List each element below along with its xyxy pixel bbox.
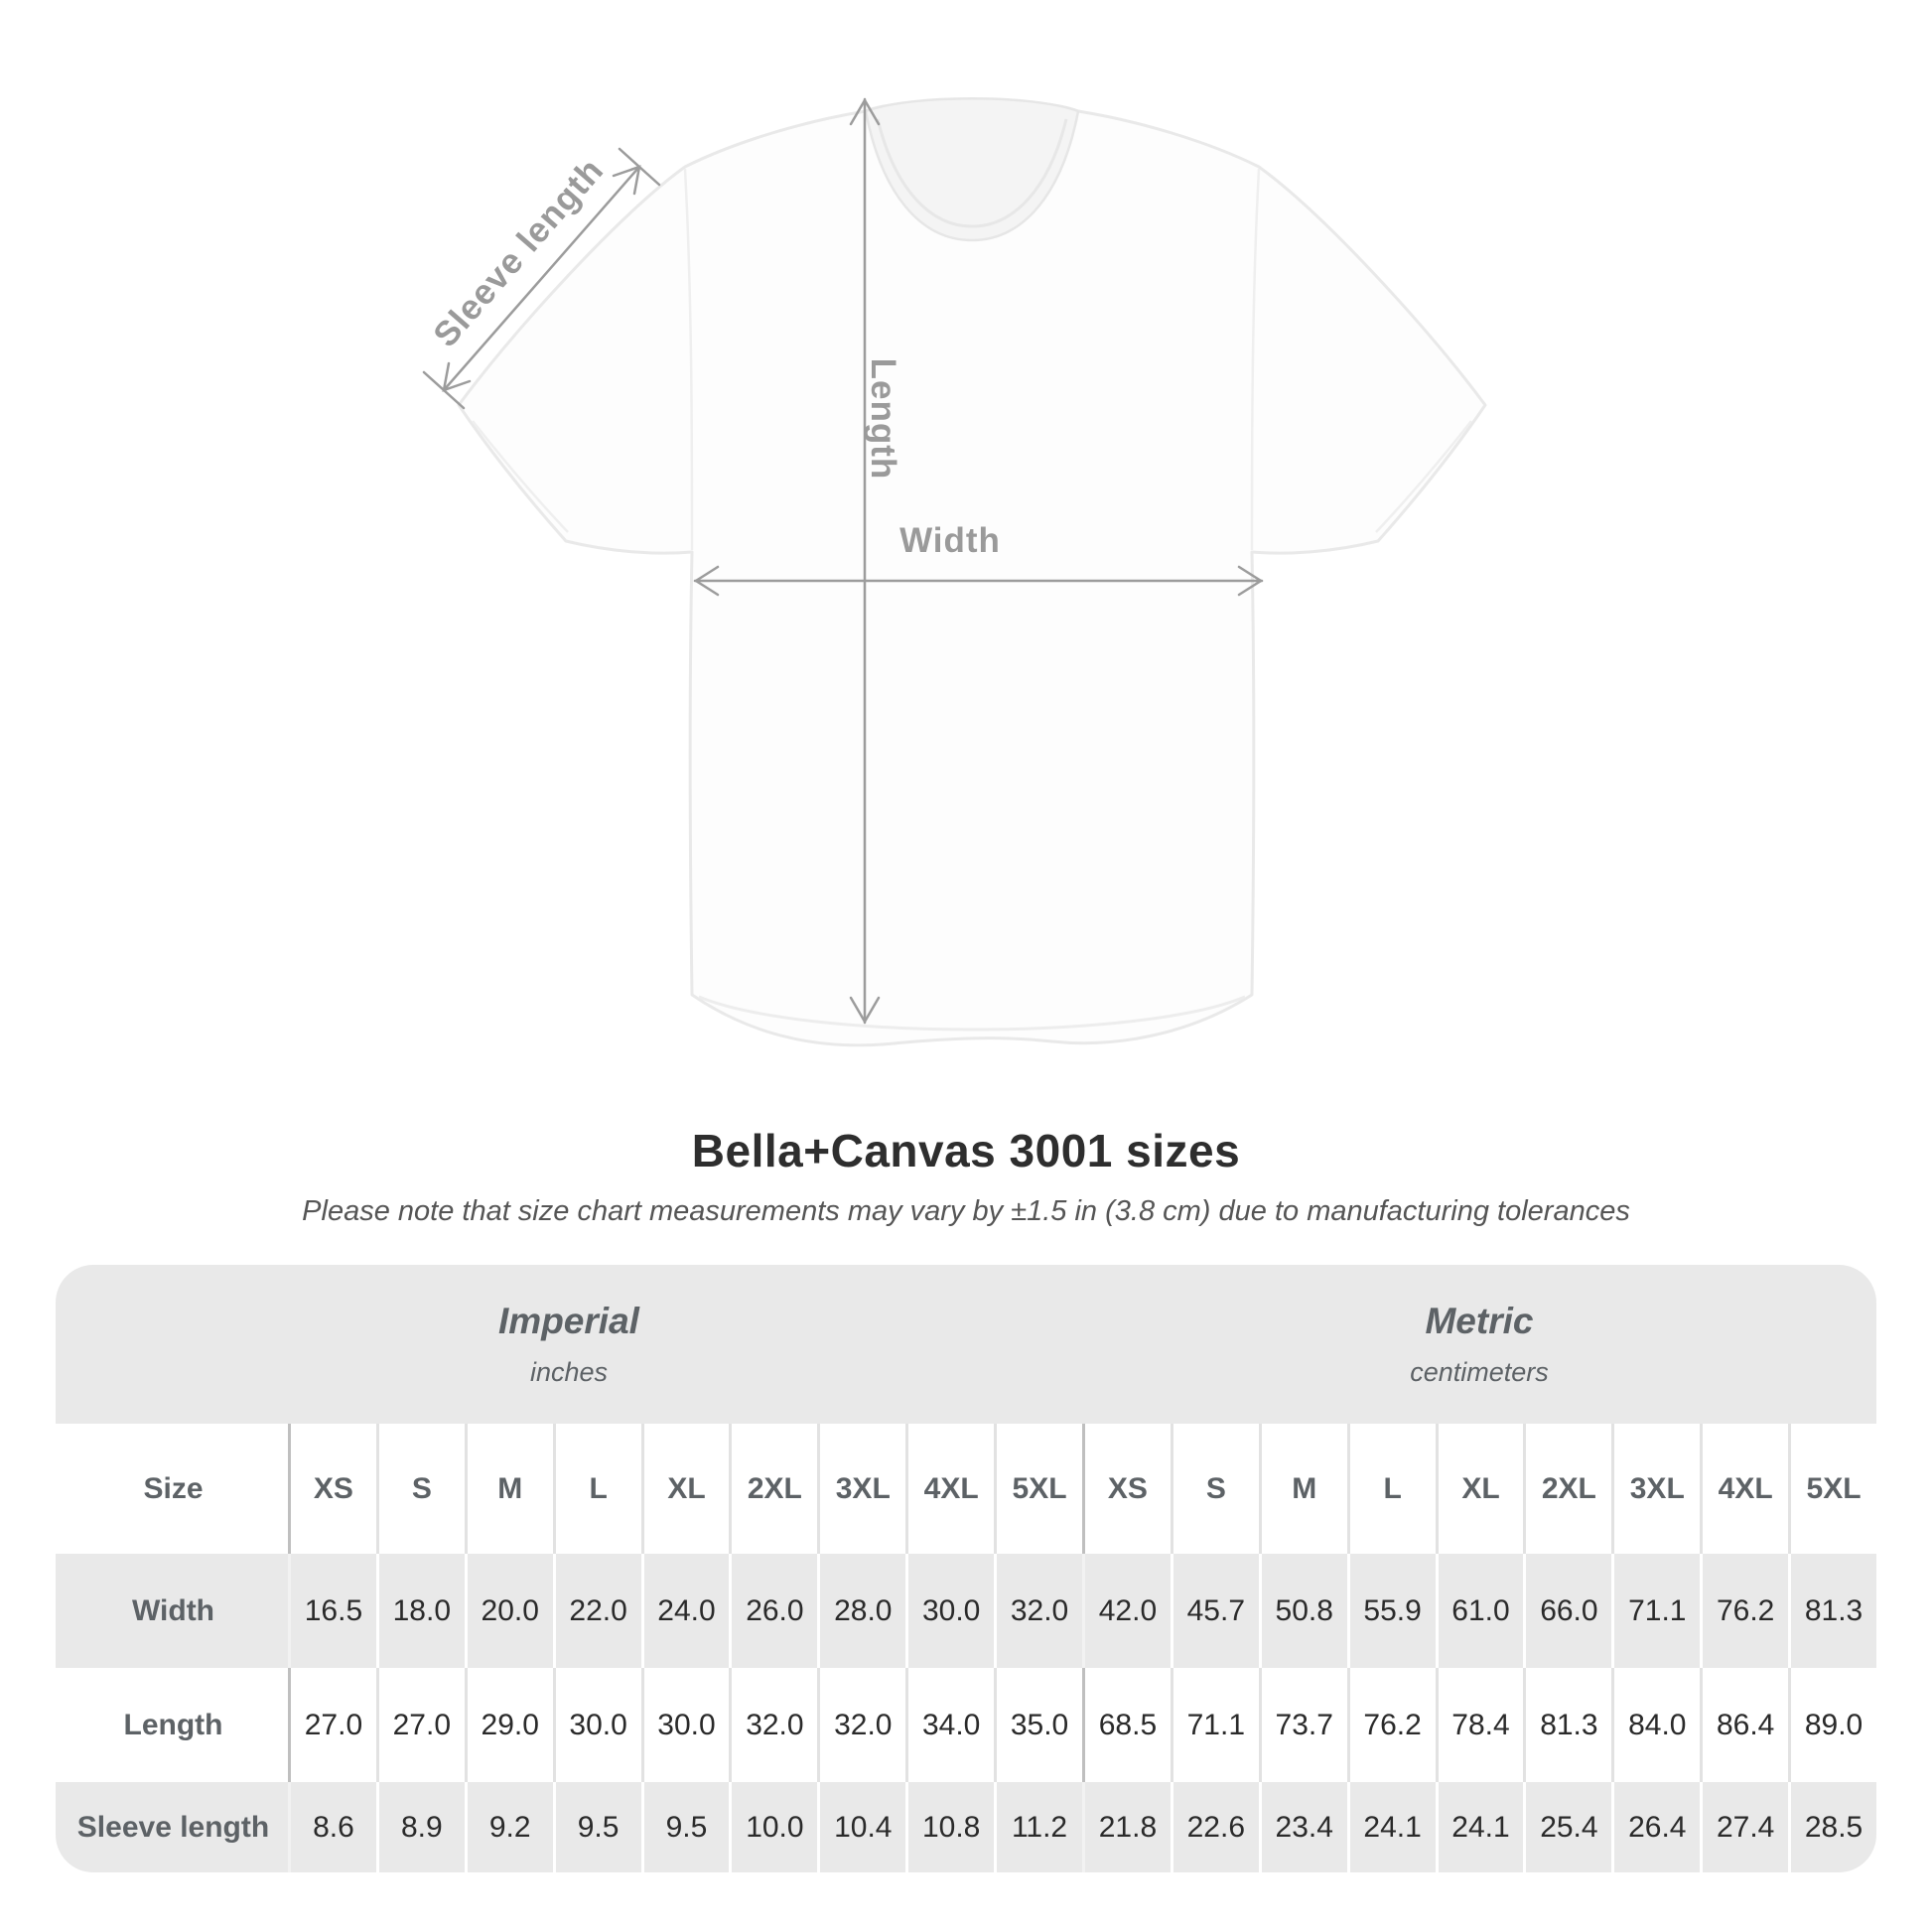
value-cell: 27.0 [288,1668,376,1782]
value-cell: 30.0 [905,1554,995,1668]
value-cell: 84.0 [1611,1668,1700,1782]
value-cell: 16.5 [288,1554,376,1668]
value-cell: 76.2 [1346,1668,1436,1782]
value-cell: 22.6 [1170,1782,1259,1872]
value-cell: 9.2 [464,1782,553,1872]
value-cell: 66.0 [1523,1554,1612,1668]
value-cell: 30.0 [640,1668,730,1782]
column-header-metric-3xl: 3XL [1611,1424,1700,1554]
value-cell: 29.0 [464,1668,553,1782]
value-cell: 11.2 [994,1782,1082,1872]
value-cell: 9.5 [552,1782,641,1872]
group-header-metric: Metric centimeters [1081,1265,1876,1424]
column-header-imperial-3xl: 3XL [817,1424,905,1554]
column-header-imperial-4xl: 4XL [905,1424,994,1554]
group-header-sublabel: centimeters [1410,1357,1549,1387]
value-cell: 24.1 [1346,1782,1436,1872]
fabric-fold-lines [472,168,1472,1032]
value-cell: 42.0 [1081,1554,1171,1668]
value-cell: 45.7 [1170,1554,1259,1668]
row-label: Sleeve length [56,1782,288,1872]
value-cell: 10.0 [729,1782,818,1872]
collar-opening [864,97,1080,242]
value-cell: 10.8 [905,1782,995,1872]
value-cell: 10.4 [817,1782,906,1872]
value-cell: 8.9 [375,1782,465,1872]
value-cell: 18.0 [375,1554,465,1668]
row-label: Width [56,1554,288,1668]
chart-subtitle: Please note that size chart measurements… [302,1195,1630,1227]
value-cell: 55.9 [1346,1554,1436,1668]
value-cell: 78.4 [1435,1668,1524,1782]
column-header-imperial-xl: XL [640,1424,730,1554]
value-cell: 76.2 [1700,1554,1789,1668]
column-header-imperial-xs: XS [288,1424,376,1554]
value-cell: 71.1 [1170,1668,1259,1782]
column-header-metric-4xl: 4XL [1700,1424,1788,1554]
column-header-metric-s: S [1170,1424,1259,1554]
value-cell: 34.0 [905,1668,994,1782]
dimension-lines [422,97,1264,1025]
column-header-imperial-m: M [464,1424,553,1554]
value-cell: 68.5 [1081,1668,1171,1782]
value-cell: 25.4 [1523,1782,1612,1872]
value-cell: 24.1 [1435,1782,1524,1872]
value-cell: 20.0 [464,1554,553,1668]
size-table: Imperial inches Metric centimeters Size X… [56,1265,1876,1872]
group-header-label: Metric [1425,1301,1534,1341]
value-cell: 71.1 [1611,1554,1701,1668]
value-cell: 21.8 [1081,1782,1171,1872]
value-cell: 50.8 [1258,1554,1347,1668]
value-cell: 26.0 [729,1554,818,1668]
value-cell: 81.3 [1788,1554,1876,1668]
value-cell: 32.0 [994,1554,1082,1668]
column-header-metric-l: L [1346,1424,1436,1554]
value-cell: 22.0 [552,1554,641,1668]
column-header-metric-5xl: 5XL [1788,1424,1876,1554]
width-label: Width [899,521,1001,560]
value-cell: 24.0 [640,1554,730,1668]
value-cell: 81.3 [1523,1668,1611,1782]
column-header-metric-2xl: 2XL [1523,1424,1611,1554]
column-header-metric-xl: XL [1435,1424,1524,1554]
width-arrow [693,565,1264,597]
column-header-imperial-2xl: 2XL [729,1424,817,1554]
length-label: Length [864,358,902,481]
value-cell: 23.4 [1258,1782,1347,1872]
value-cell: 27.0 [375,1668,465,1782]
group-header-label: Imperial [498,1301,639,1341]
group-header-imperial: Imperial inches [56,1265,1082,1424]
value-cell: 61.0 [1435,1554,1524,1668]
chart-title: Bella+Canvas 3001 sizes [691,1125,1241,1176]
group-header-sublabel: inches [529,1357,609,1387]
value-cell: 26.4 [1611,1782,1701,1872]
value-cell: 35.0 [994,1668,1082,1782]
column-header-imperial-l: L [552,1424,641,1554]
value-cell: 8.6 [288,1782,376,1872]
value-cell: 30.0 [552,1668,641,1782]
value-cell: 27.4 [1700,1782,1789,1872]
value-cell: 28.0 [817,1554,906,1668]
column-header-size: Size [143,1471,204,1505]
value-cell: 28.5 [1788,1782,1876,1872]
value-cell: 32.0 [729,1668,817,1782]
value-cell: 86.4 [1700,1668,1788,1782]
row-label: Length [123,1708,223,1741]
sleeve-length-arrow [422,147,661,410]
column-header-imperial-5xl: 5XL [994,1424,1082,1554]
collar-rib-seam [876,118,1068,228]
length-arrow [849,97,881,1025]
shirt-diagram: Width Length Sleeve length [422,97,1487,1047]
column-header-imperial-s: S [375,1424,465,1554]
value-cell: 9.5 [640,1782,730,1872]
value-cell: 89.0 [1788,1668,1876,1782]
value-cell: 73.7 [1258,1668,1347,1782]
value-cell: 32.0 [817,1668,905,1782]
tshirt-body [457,98,1487,1047]
column-header-metric-m: M [1258,1424,1347,1554]
column-header-metric-xs: XS [1081,1424,1171,1554]
